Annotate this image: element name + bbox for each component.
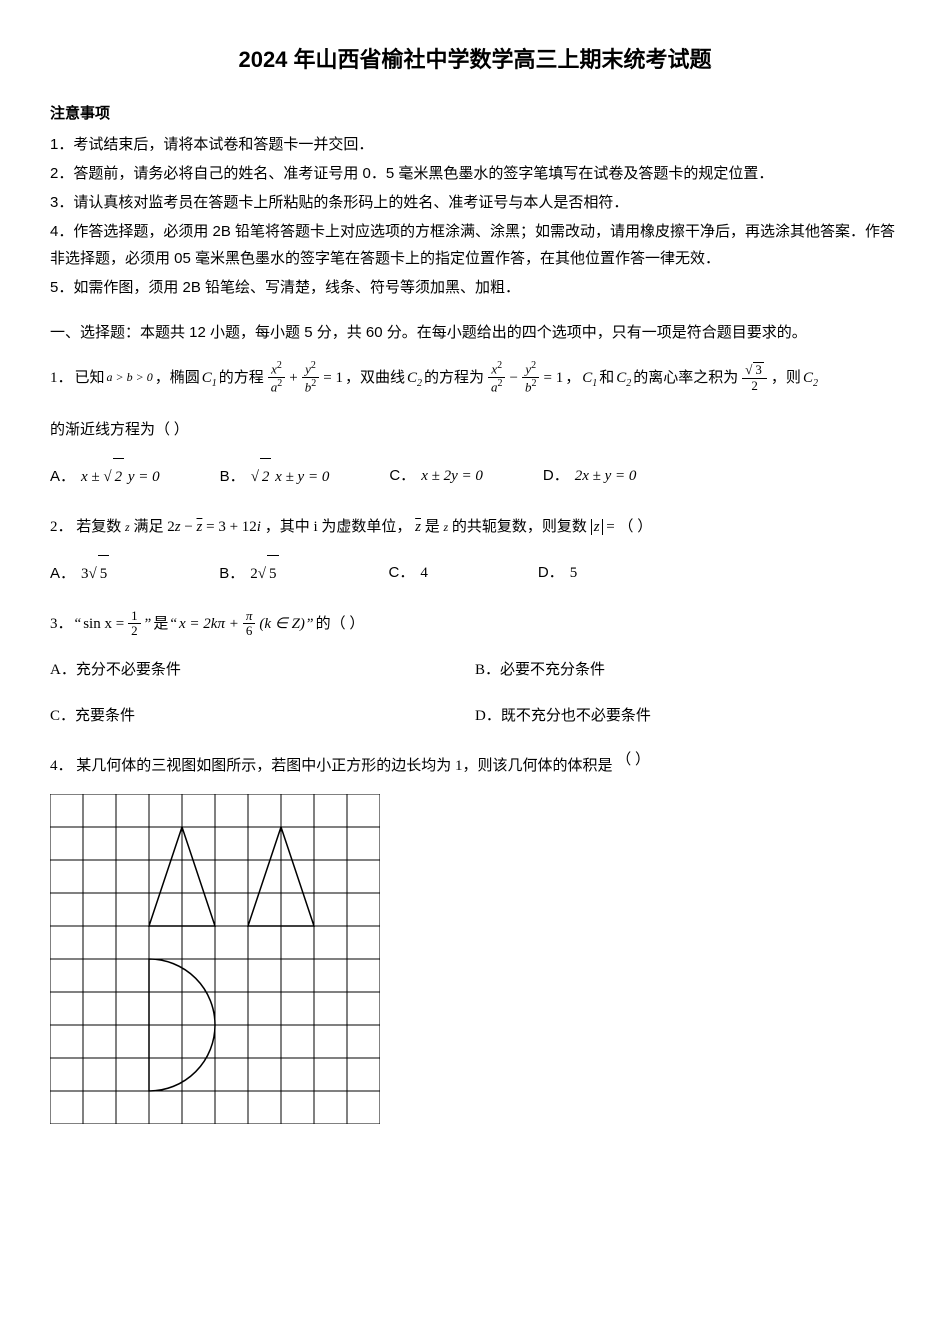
instruction-3: 3．请认真核对监考员在答题卡上所粘贴的条形码上的姓名、准考证号与本人是否相符． <box>50 189 900 216</box>
q1-condition: a > b > 0 <box>107 363 153 392</box>
page-title: 2024 年山西省榆社中学数学高三上期末统考试题 <box>50 40 900 80</box>
q4-number: 4． <box>50 758 73 774</box>
q1-options: A． x ± 2 y = 0 B． 2 x ± y = 0 C． x ± 2y = 0… <box>50 458 900 495</box>
q2-tail: （ ） <box>619 519 653 535</box>
q4-paren: （ ） <box>616 752 650 768</box>
q1-c2: C2 <box>407 360 422 396</box>
q3-number: 3． <box>50 606 73 642</box>
q3-options: A．充分不必要条件 B．必要不充分条件 C．充要条件 D．既不充分也不必要条件 <box>50 652 900 734</box>
q2-opt-a: 35 <box>81 566 109 582</box>
q1-frac4: y2 b2 <box>522 360 540 394</box>
q1-text: ，双曲线 <box>345 360 405 396</box>
q2-z2: z <box>444 520 449 534</box>
q2-opt-d: 5 <box>570 565 578 581</box>
q1-c1: C1 <box>202 360 217 396</box>
q1-and: 和 <box>599 360 614 396</box>
q1-text: 已知 <box>75 360 105 396</box>
q2-z: z <box>125 520 130 534</box>
q1-opt-c-label: C． <box>389 467 415 484</box>
q2-text: 的共轭复数，则复数 <box>452 519 591 535</box>
q1-eq1rhs: = 1 <box>323 360 343 396</box>
q1-eq2rhs: = 1 <box>543 360 563 396</box>
question-2: 2． 若复数 z 满足 2z − z = 3 + 12i ，其中 i 为虚数单位… <box>50 509 900 592</box>
q2-text: 若复数 <box>76 519 125 535</box>
q1-c2b: C2 <box>616 360 631 396</box>
q3-is: 是 <box>153 606 168 642</box>
q2-options: A． 35 B． 25 C． 4 D． 5 <box>50 555 900 592</box>
q2-number: 2． <box>50 519 73 535</box>
q1-opt-b-label: B． <box>220 468 245 485</box>
q3-opt-a: A．充分不必要条件 <box>50 652 475 688</box>
three-view-figure <box>50 794 380 1124</box>
q1-opt-a: x ± 2 y = 0 <box>81 469 160 485</box>
q2-text: ，其中 i 为虚数单位， <box>265 519 415 535</box>
q2-absz: z <box>591 519 603 535</box>
q2-opt-d-label: D． <box>538 564 564 581</box>
q1-opt-d-label: D． <box>543 467 569 484</box>
q1-c1b: C1 <box>582 360 597 396</box>
question-3: 3． “ sin x = 1 2 ” 是 “ x = 2kπ + π 6 (k … <box>50 606 900 734</box>
instruction-4: 4．作答选择题，必须用 2B 铅笔将答题卡上对应选项的方框涂满、涂黑；如需改动，… <box>50 218 900 272</box>
instruction-1: 1．考试结束后，请将本试卷和答题卡一并交回． <box>50 131 900 158</box>
q3-opt-d: D．既不充分也不必要条件 <box>475 698 900 734</box>
q1-c2c: C2 <box>803 360 818 396</box>
q3-sin: sin x = <box>83 606 124 642</box>
q3-pi6: π 6 <box>243 609 256 639</box>
q2-eq: 2z − z = 3 + 12i <box>167 519 261 535</box>
q1-plus: + <box>289 360 297 396</box>
q2-opt-b: 25 <box>250 566 278 582</box>
q1-minus: − <box>510 360 518 396</box>
q1-text: 的离心率之积为 <box>633 360 738 396</box>
q1-opt-b: 2 x ± y = 0 <box>251 469 330 485</box>
q3-eq2: x = 2kπ + <box>179 606 239 642</box>
three-view-svg <box>50 794 380 1124</box>
q2-text: 满足 <box>133 519 167 535</box>
q1-opt-a-label: A． <box>50 468 75 485</box>
q3-half: 1 2 <box>128 609 141 639</box>
q1-number: 1． <box>50 360 73 396</box>
q3-quote-close2: ” <box>307 606 314 642</box>
q3-opt-b: B．必要不充分条件 <box>475 652 900 688</box>
q2-opt-c-label: C． <box>389 564 415 581</box>
q1-text: ，则 <box>771 360 801 396</box>
q2-opt-c: 4 <box>420 565 428 581</box>
q3-quote-open2: “ <box>170 606 177 642</box>
q1-opt-c: x ± 2y = 0 <box>421 468 483 484</box>
q4-text: 某几何体的三视图如图所示，若图中小正方形的边长均为 1，则该几何体的体积是 <box>76 758 612 774</box>
q2-zbar: z <box>415 519 421 535</box>
q2-text: 是 <box>425 519 444 535</box>
q1-frac2: y2 b2 <box>302 360 320 394</box>
q3-of: 的（ ） <box>316 606 365 642</box>
q1-text: ，椭圆 <box>155 360 200 396</box>
q3-kz: (k ∈ Z) <box>259 606 305 642</box>
question-1: 1． 已知 a > b > 0 ，椭圆 C1 的方程 x2 a2 + y2 b2… <box>50 360 900 495</box>
q1-prod: 3 2 <box>742 362 767 393</box>
q1-text: ， <box>565 360 580 396</box>
q2-opt-a-label: A． <box>50 565 75 582</box>
q1-opt-d: 2x ± y = 0 <box>575 468 637 484</box>
q1-tail: 的渐近线方程为（ ） <box>50 412 900 448</box>
section-1-intro: 一、选择题：本题共 12 小题，每小题 5 分，共 60 分。在每小题给出的四个… <box>50 319 900 346</box>
q2-eqq: = <box>606 519 618 535</box>
instruction-2: 2．答题前，请务必将自己的姓名、准考证号用 0．5 毫米黑色墨水的签字笔填写在试… <box>50 160 900 187</box>
instruction-5: 5．如需作图，须用 2B 铅笔绘、写清楚，线条、符号等须加黑、加粗． <box>50 274 900 301</box>
q1-frac3: x2 a2 <box>488 360 506 394</box>
q3-quote-open: “ <box>75 606 82 642</box>
q1-text: 的方程为 <box>424 360 484 396</box>
notice-heading: 注意事项 <box>50 100 900 127</box>
q1-frac1: x2 a2 <box>268 360 286 394</box>
q2-opt-b-label: B． <box>219 565 244 582</box>
question-4: 4． 某几何体的三视图如图所示，若图中小正方形的边长均为 1，则该几何体的体积是… <box>50 748 900 1124</box>
q1-text: 的方程 <box>219 360 264 396</box>
q3-opt-c: C．充要条件 <box>50 698 475 734</box>
q3-quote-close: ” <box>145 606 152 642</box>
